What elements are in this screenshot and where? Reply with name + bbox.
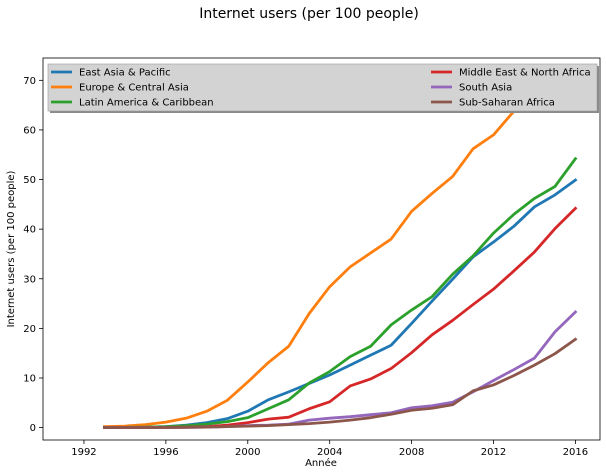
y-axis-ticks: 0 10 20 30 40 50 60 70: [23, 76, 43, 434]
x-tick-label: 2008: [399, 447, 424, 458]
x-tick-label: 2012: [481, 447, 506, 458]
legend-box: [47, 63, 598, 112]
plot-frame: [42, 57, 601, 441]
y-axis-label: Internet users (per 100 people): [6, 170, 17, 327]
y-tick-label: 40: [23, 225, 36, 236]
y-tick-label: 50: [23, 175, 36, 186]
legend-label: Latin America & Caribbean: [79, 98, 214, 109]
x-axis-ticks: 1992 1996 2000 2004 2008 2012 2016: [71, 440, 588, 458]
x-tick-label: 2016: [563, 447, 588, 458]
legend-label: Europe & Central Asia: [79, 83, 189, 94]
series-line-5: [103, 337, 578, 430]
x-axis-label: Année: [305, 457, 337, 469]
legend-items: East Asia & Pacific Europe & Central Asia…: [51, 68, 591, 109]
legend-label: East Asia & Pacific: [79, 68, 171, 79]
x-tick-label: 1992: [71, 447, 96, 458]
x-tick-label: 2004: [317, 447, 342, 458]
series-layer: [102, 71, 578, 430]
chart-title: Internet users (per 100 people): [199, 6, 419, 22]
y-tick-label: 10: [23, 373, 36, 384]
legend-label: Middle East & North Africa: [459, 68, 591, 79]
series-line-1: [102, 71, 578, 429]
x-tick-label: 2000: [235, 447, 260, 458]
y-tick-label: 0: [30, 423, 36, 434]
legend: East Asia & Pacific Europe & Central Asia…: [47, 63, 599, 113]
y-tick-label: 60: [23, 125, 36, 136]
y-tick-label: 30: [23, 274, 36, 285]
y-tick-label: 20: [23, 324, 36, 335]
legend-label: Sub-Saharan Africa: [459, 98, 555, 109]
legend-label: South Asia: [459, 83, 512, 94]
y-tick-label: 70: [23, 76, 36, 87]
plot-area: 1992 1996 2000 2004 2008 2012 2016 0 10 20 30 40 50…: [23, 57, 601, 458]
x-tick-label: 1996: [153, 447, 178, 458]
